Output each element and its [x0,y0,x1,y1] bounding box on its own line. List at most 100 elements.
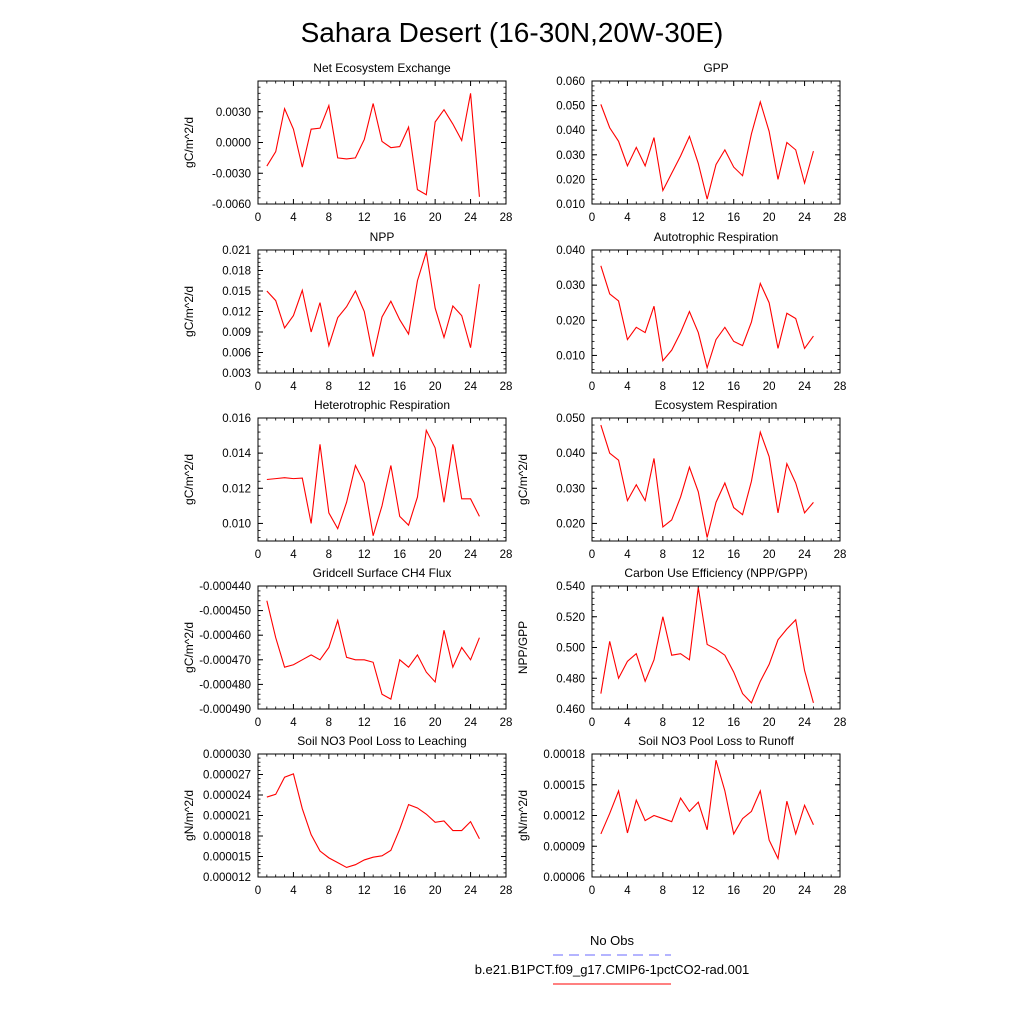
y-axis-label: gC/m^2/d [182,117,196,168]
plot-frame [591,80,841,205]
y-axis-label: gN/m^2/d [516,790,530,841]
y-axis-label: gC/m^2/d [182,454,196,505]
y-tick-label: -0.0030 [212,168,251,180]
y-tick-label: 0.0030 [216,107,251,119]
y-tick-label: 0.016 [222,413,251,425]
series-line-model [266,600,480,700]
panel-title: Soil NO3 Pool Loss to Runoff [638,734,795,748]
y-tick-label: 0.000015 [203,852,251,864]
y-tick-label: 0.021 [222,245,251,257]
x-tick-label: 28 [834,381,847,393]
y-tick-label: 0.030 [556,483,585,495]
x-tick-label: 24 [464,381,477,393]
x-tick-label: 28 [500,381,513,393]
y-tick-label: 0.000021 [203,811,251,823]
y-tick-label: -0.000440 [199,581,251,593]
x-tick-label: 0 [589,381,595,393]
x-tick-label: 16 [727,885,740,897]
x-tick-label: 8 [660,717,666,729]
plot-frame [591,585,841,710]
legend-obs-label: No Obs [590,933,635,948]
x-tick-label: 0 [255,212,261,224]
x-tick-label: 4 [624,212,631,224]
y-tick-label: 0.015 [222,286,251,298]
y-tick-label: 0.00009 [543,841,585,853]
y-tick-label: 0.00012 [543,811,585,823]
x-tick-label: 8 [326,212,332,224]
y-tick-label: 0.480 [556,673,585,685]
chart-panel-0: Net Ecosystem Exchange gC/m^2/d 0 4 8 12 16 20 2… [182,61,512,224]
figure-title: Sahara Desert (16-30N,20W-30E) [301,17,724,48]
x-tick-label: 16 [727,549,740,561]
y-tick-label: 0.009 [222,327,251,339]
plot-frame [591,417,841,542]
x-tick-label: 24 [798,717,811,729]
x-tick-label: 12 [358,212,371,224]
y-tick-label: 0.030 [556,280,585,292]
x-tick-label: 4 [624,885,631,897]
x-tick-label: 16 [727,212,740,224]
x-tick-label: 16 [727,717,740,729]
chart-panel-6: Gridcell Surface CH4 Flux gC/m^2/d 0 4 8 12 16… [182,566,512,729]
y-tick-label: -0.000470 [199,655,251,667]
chart-panel-3: Autotrophic Respiration 0 4 8 12 16 20 24 28 0.01… [556,230,846,393]
y-tick-label: 0.020 [556,174,585,186]
y-tick-label: -0.000460 [199,630,251,642]
legend-model-label: b.e21.B1PCT.f09_g17.CMIP6-1pctCO2-rad.00… [475,962,750,977]
series-line-model [266,93,480,197]
chart-panel-1: GPP 0 4 8 12 16 20 24 28 0.010 0.020 0.030 0.040 0.05… [556,61,846,224]
y-tick-label: 0.0000 [216,138,251,150]
panel-title: NPP [370,230,395,244]
panels-group: Net Ecosystem Exchange gC/m^2/d 0 4 8 12 16 20 2… [182,61,846,897]
x-tick-label: 8 [326,381,332,393]
x-tick-label: 20 [763,885,776,897]
x-tick-label: 20 [429,212,442,224]
y-tick-label: -0.000450 [199,606,251,618]
y-axis-label: gN/m^2/d [182,790,196,841]
x-tick-label: 24 [464,717,477,729]
x-tick-label: 20 [429,381,442,393]
x-tick-label: 24 [464,885,477,897]
plot-frame [257,80,507,205]
y-tick-label: 0.020 [556,315,585,327]
x-tick-label: 16 [727,381,740,393]
y-tick-label: 0.020 [556,518,585,530]
x-tick-label: 0 [589,212,595,224]
panel-title: Autotrophic Respiration [654,230,779,244]
legend: No Obs b.e21.B1PCT.f09_g17.CMIP6-1pctCO2… [475,933,750,985]
y-tick-label: -0.0060 [212,199,251,211]
x-tick-label: 8 [660,885,666,897]
y-tick-label: 0.010 [222,518,251,530]
series-line-model [600,759,814,861]
x-tick-label: 4 [290,212,297,224]
x-tick-label: 20 [763,549,776,561]
plot-frame [257,585,507,710]
x-tick-label: 12 [692,717,705,729]
x-tick-label: 0 [255,549,261,561]
x-tick-label: 20 [763,381,776,393]
y-tick-label: 0.010 [556,350,585,362]
y-tick-label: 0.012 [222,307,251,319]
y-tick-label: 0.520 [556,612,585,624]
x-tick-label: 24 [798,212,811,224]
x-tick-label: 20 [429,717,442,729]
y-tick-label: 0.018 [222,266,251,278]
x-tick-label: 4 [624,717,631,729]
x-tick-label: 8 [326,885,332,897]
x-tick-label: 4 [290,717,297,729]
y-tick-label: 0.060 [556,76,585,88]
x-tick-label: 20 [763,212,776,224]
y-tick-label: 0.003 [222,368,251,380]
x-tick-label: 8 [326,717,332,729]
y-tick-label: 0.030 [556,150,585,162]
x-tick-label: 28 [834,885,847,897]
x-tick-label: 16 [393,212,406,224]
x-tick-label: 0 [589,717,595,729]
x-tick-label: 0 [589,549,595,561]
x-tick-label: 28 [834,212,847,224]
y-tick-label: 0.000030 [203,749,251,761]
y-tick-label: 0.050 [556,101,585,113]
x-tick-label: 28 [500,885,513,897]
chart-panel-8: Soil NO3 Pool Loss to Leaching gN/m^2/d 0 4… [182,734,512,897]
